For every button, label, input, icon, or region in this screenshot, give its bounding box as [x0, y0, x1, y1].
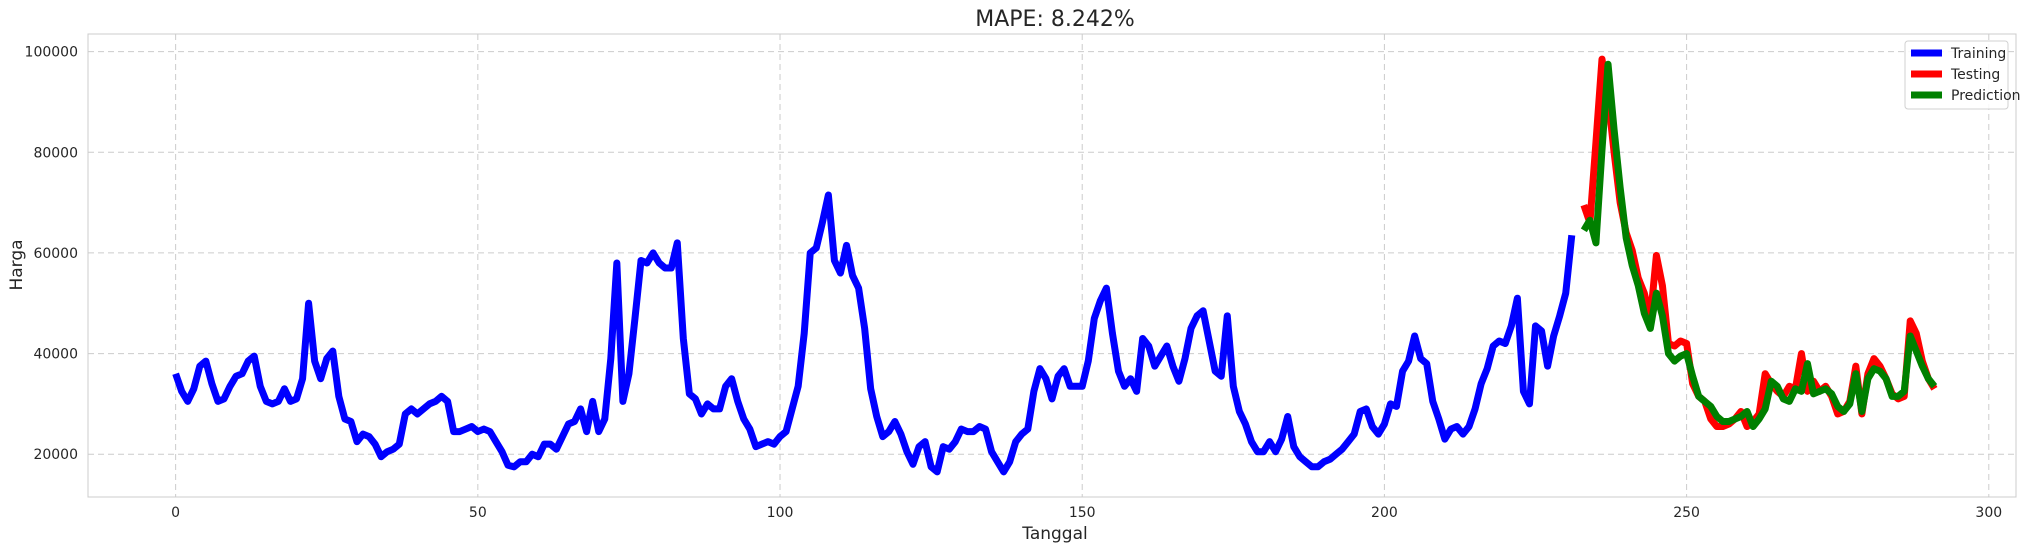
legend-label-testing: Testing [1950, 67, 2000, 83]
grid-lines [88, 34, 2016, 497]
y-tick-label: 80000 [33, 145, 78, 161]
y-tick-labels: 20000 40000 60000 80000 100000 [25, 45, 78, 464]
y-tick-label: 60000 [33, 246, 78, 262]
x-tick-label: 300 [1975, 505, 2002, 521]
legend-label-training: Training [1950, 46, 2006, 62]
y-tick-label: 100000 [25, 45, 78, 61]
y-axis-label: Harga [7, 239, 27, 290]
series-line-training [172, 191, 1576, 476]
x-tick-labels: 0 50 100 150 200 250 300 [171, 505, 2002, 521]
x-tick-label: 200 [1371, 505, 1398, 521]
x-tick-label: 0 [171, 505, 180, 521]
series-lines [172, 55, 1938, 476]
legend-label-prediction: Prediction [1951, 88, 2021, 104]
y-tick-label: 20000 [33, 447, 78, 463]
x-axis-label: Tanggal [1021, 524, 1088, 544]
series-line-prediction [1580, 60, 1938, 431]
x-tick-label: 250 [1673, 505, 1700, 521]
x-tick-label: 50 [469, 505, 487, 521]
x-tick-label: 150 [1069, 505, 1096, 521]
chart-title: MAPE: 8.242% [975, 7, 1135, 32]
x-tick-label: 100 [767, 505, 794, 521]
legend: Training Testing Prediction [1904, 40, 2021, 110]
plot-area [87, 33, 2017, 498]
y-tick-label: 40000 [33, 347, 78, 363]
